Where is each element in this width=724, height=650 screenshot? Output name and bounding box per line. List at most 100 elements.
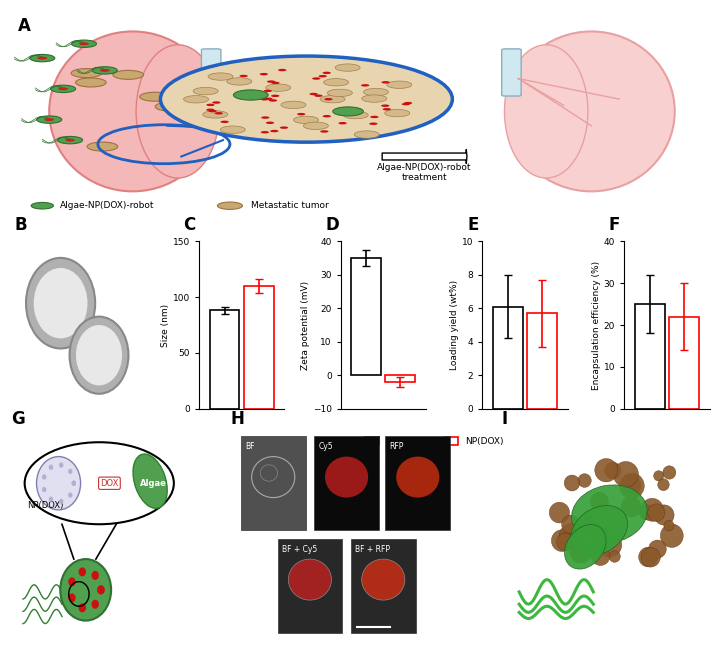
Circle shape: [261, 98, 269, 101]
Circle shape: [293, 116, 319, 124]
Circle shape: [648, 504, 665, 521]
Circle shape: [362, 95, 387, 102]
Circle shape: [42, 487, 46, 492]
Circle shape: [369, 122, 377, 125]
Circle shape: [97, 586, 105, 594]
Circle shape: [589, 525, 613, 549]
Circle shape: [72, 40, 96, 47]
Circle shape: [266, 84, 291, 92]
Text: Algae-NP(DOX)-robot
treatment: Algae-NP(DOX)-robot treatment: [377, 162, 472, 182]
Circle shape: [595, 458, 618, 482]
Circle shape: [564, 475, 580, 491]
Text: BF: BF: [245, 442, 255, 451]
Circle shape: [639, 547, 658, 567]
Circle shape: [654, 471, 664, 481]
Circle shape: [362, 559, 405, 600]
Circle shape: [91, 600, 99, 609]
Circle shape: [72, 480, 76, 486]
Circle shape: [278, 69, 287, 72]
Circle shape: [97, 586, 105, 594]
Circle shape: [79, 567, 86, 577]
Circle shape: [60, 559, 111, 621]
Circle shape: [193, 87, 218, 95]
Y-axis label: Loading yield (wt%): Loading yield (wt%): [450, 280, 459, 370]
Circle shape: [557, 533, 574, 551]
Circle shape: [354, 131, 379, 138]
Circle shape: [203, 111, 228, 118]
Circle shape: [591, 492, 608, 511]
Circle shape: [597, 532, 622, 557]
Bar: [244, 286, 274, 409]
Circle shape: [68, 593, 76, 603]
Ellipse shape: [508, 31, 675, 191]
Circle shape: [270, 130, 279, 132]
Circle shape: [51, 85, 75, 92]
Circle shape: [221, 121, 229, 123]
Circle shape: [662, 466, 675, 479]
Ellipse shape: [136, 45, 219, 178]
Circle shape: [325, 456, 369, 498]
Circle shape: [333, 107, 363, 116]
Circle shape: [59, 462, 64, 468]
Circle shape: [609, 551, 620, 562]
Circle shape: [402, 103, 410, 105]
Bar: [527, 313, 557, 409]
Text: D: D: [325, 216, 339, 235]
Text: E: E: [467, 216, 479, 235]
Circle shape: [657, 479, 669, 491]
Circle shape: [312, 77, 321, 80]
Circle shape: [370, 116, 379, 118]
Circle shape: [93, 67, 117, 74]
Circle shape: [559, 523, 585, 549]
Circle shape: [71, 69, 101, 77]
Ellipse shape: [571, 506, 628, 555]
Text: G: G: [11, 410, 25, 428]
Circle shape: [621, 497, 641, 517]
Bar: [669, 317, 699, 409]
Circle shape: [79, 42, 89, 46]
Circle shape: [68, 577, 76, 586]
Bar: [385, 436, 450, 530]
Text: NP(DOX): NP(DOX): [27, 501, 63, 510]
Circle shape: [91, 571, 99, 580]
Text: F: F: [609, 216, 620, 235]
Circle shape: [208, 73, 233, 80]
Circle shape: [622, 476, 641, 495]
Circle shape: [324, 79, 349, 86]
Circle shape: [87, 142, 118, 151]
Circle shape: [343, 111, 369, 119]
Circle shape: [320, 130, 329, 133]
Circle shape: [649, 540, 666, 558]
Circle shape: [644, 548, 657, 561]
Bar: [351, 539, 416, 633]
Bar: [314, 436, 379, 530]
Circle shape: [260, 73, 268, 75]
Circle shape: [59, 499, 64, 504]
Circle shape: [309, 93, 318, 96]
Circle shape: [383, 108, 391, 111]
Circle shape: [320, 96, 345, 103]
Circle shape: [396, 456, 439, 498]
Circle shape: [384, 109, 410, 117]
Circle shape: [49, 497, 53, 502]
Circle shape: [297, 113, 306, 116]
Circle shape: [570, 541, 592, 563]
Circle shape: [31, 202, 54, 209]
Bar: [277, 539, 342, 633]
Circle shape: [267, 81, 275, 83]
Circle shape: [49, 465, 53, 470]
Circle shape: [613, 462, 639, 488]
Circle shape: [42, 474, 46, 480]
Circle shape: [184, 96, 209, 103]
Circle shape: [44, 118, 54, 121]
Circle shape: [217, 202, 243, 209]
Circle shape: [214, 112, 223, 114]
Y-axis label: Zeta potential (mV): Zeta potential (mV): [301, 280, 310, 370]
Circle shape: [664, 521, 674, 531]
Text: Algae: Algae: [140, 479, 167, 488]
Circle shape: [387, 81, 412, 88]
Text: I: I: [501, 410, 508, 428]
Bar: [385, 375, 416, 382]
Ellipse shape: [25, 442, 174, 525]
Y-axis label: Size (nm): Size (nm): [161, 304, 170, 346]
